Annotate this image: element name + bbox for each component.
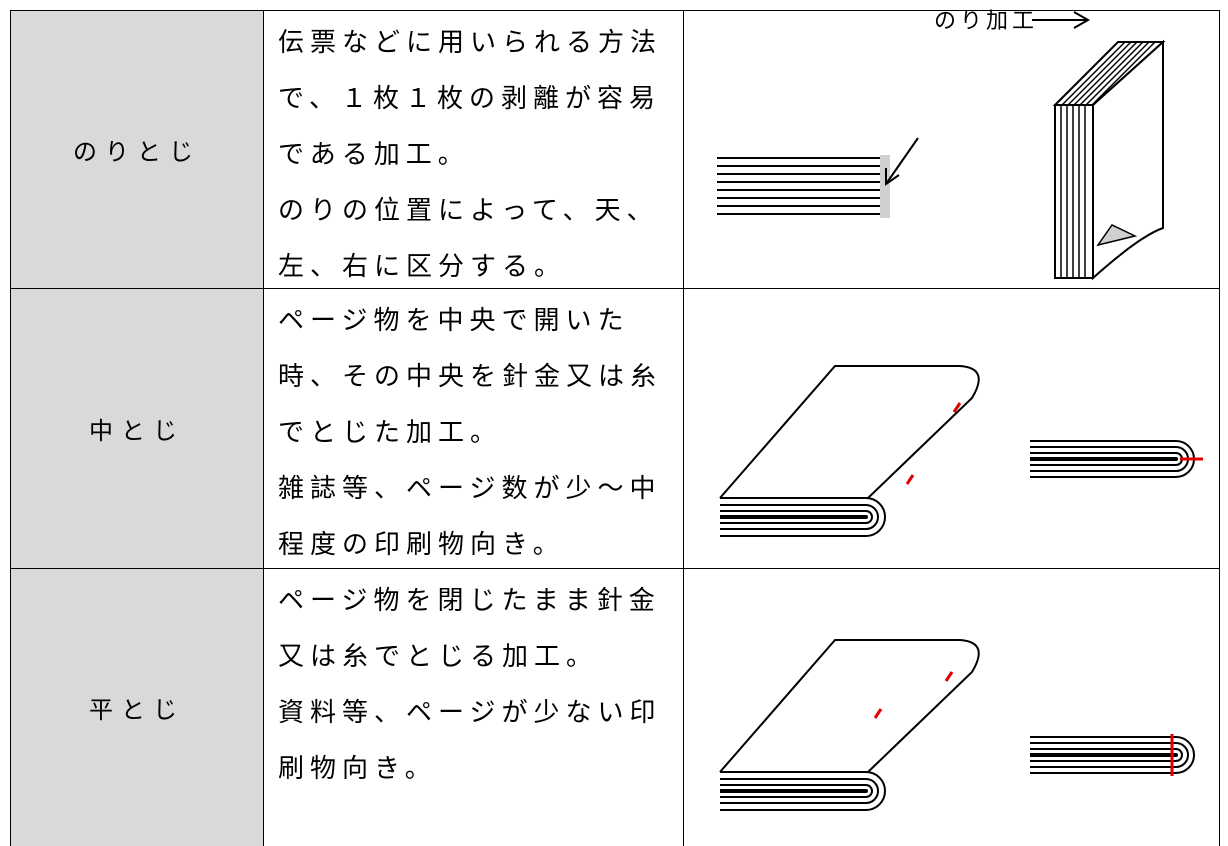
- description-line: 資料等、ページが少ない印: [278, 698, 662, 728]
- description-line: ページ物を閉じたまま針金: [278, 586, 661, 616]
- saddle-figure: [719, 365, 1203, 537]
- description-line: 左、右に区分する。: [278, 252, 567, 282]
- row-description: ページ物を中央で開いた時、その中央を針金又は糸 でとじた加工。雑誌等、ページ数が少…: [263, 288, 684, 569]
- description-line: 伝票などに用いられる方法: [278, 28, 663, 58]
- description-line: ページ物を中央で開いた: [278, 306, 630, 336]
- row-label: のりとじ: [10, 10, 264, 289]
- description-line: で、１枚１枚の剥離が容易: [278, 84, 661, 114]
- description-line: である加工。: [278, 140, 470, 170]
- row-description: 伝票などに用いられる方法 で、１枚１枚の剥離が容易 である加工。のりの位置によって、…: [263, 10, 684, 289]
- description-line: 刷物向き。: [278, 754, 437, 784]
- side-stitch-figure: [719, 639, 1195, 811]
- description-line: のりの位置によって、天、: [278, 196, 659, 226]
- row-description: ページ物を閉じたまま針金 又は糸でとじる加工。資料等、ページが少ない印 刷物向き。: [263, 568, 684, 846]
- row-label: 中とじ: [10, 288, 264, 569]
- glue-figure: [717, 11, 1166, 281]
- description-line: でとじた加工。: [278, 418, 503, 448]
- description-line: 時、その中央を針金又は糸: [278, 362, 663, 392]
- description-line: 又は糸でとじる加工。: [278, 642, 599, 672]
- description-line: 程度の印刷物向き。: [278, 530, 565, 560]
- description-line: 雑誌等、ページ数が少～中: [278, 474, 662, 504]
- figure-label: のり加工: [934, 9, 1038, 34]
- row-label: 平とじ: [10, 568, 264, 846]
